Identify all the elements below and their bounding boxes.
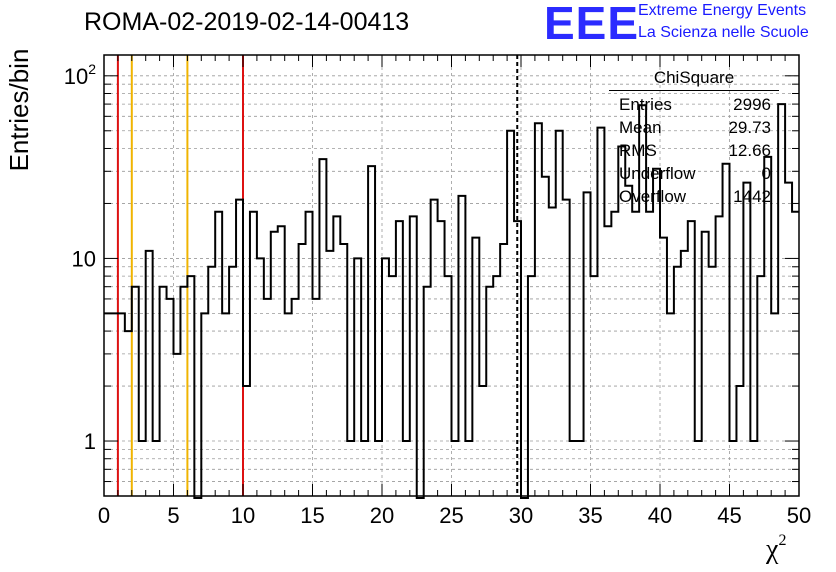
histogram-outline	[104, 103, 799, 499]
x-tick-label: 5	[167, 503, 179, 528]
x-tick-label: 0	[98, 503, 110, 528]
stats-box: ChiSquare Entries 2996 Mean 29.73 RMS 12.66…	[609, 68, 779, 208]
stats-row-underflow: Underflow 0	[619, 164, 771, 183]
x-tick-label: 10	[231, 503, 255, 528]
stats-row-entries: Entries 2996	[619, 95, 771, 114]
plot-frame	[103, 54, 800, 497]
x-tick-label: 35	[578, 503, 602, 528]
x-tick-label: 45	[717, 503, 741, 528]
eee-logo: EEE	[544, 0, 640, 49]
logo-subtitle-1: Extreme Energy Events	[638, 2, 807, 19]
x-tick-label: 40	[648, 503, 672, 528]
y-tick-label: 10	[72, 246, 96, 271]
stats-title: ChiSquare	[609, 68, 779, 91]
axes: 0 5 10 15 20 25 30 35 40 45 50 1 10 102	[64, 55, 811, 528]
histogram-series	[104, 103, 799, 499]
x-tick-label: 20	[370, 503, 394, 528]
y-tick-label: 1	[84, 429, 96, 454]
x-tick-label: 15	[300, 503, 324, 528]
grid-lines	[104, 55, 799, 496]
stats-row-rms: RMS 12.66	[619, 141, 771, 160]
chart-title: ROMA-02-2019-02-14-00413	[84, 8, 410, 36]
x-tick-label: 30	[509, 503, 533, 528]
y-axis-label: Entries/bin	[4, 48, 34, 172]
stats-row-mean: Mean 29.73	[619, 118, 771, 137]
y-tick-label: 102	[64, 61, 96, 89]
logo-subtitle-2: La Scienza nelle Scuole	[638, 24, 809, 41]
x-tick-label: 25	[439, 503, 463, 528]
stats-row-overflow: Overflow 1442	[619, 187, 771, 206]
x-tick-label: 50	[787, 503, 811, 528]
x-axis-label: χ2	[766, 532, 787, 565]
